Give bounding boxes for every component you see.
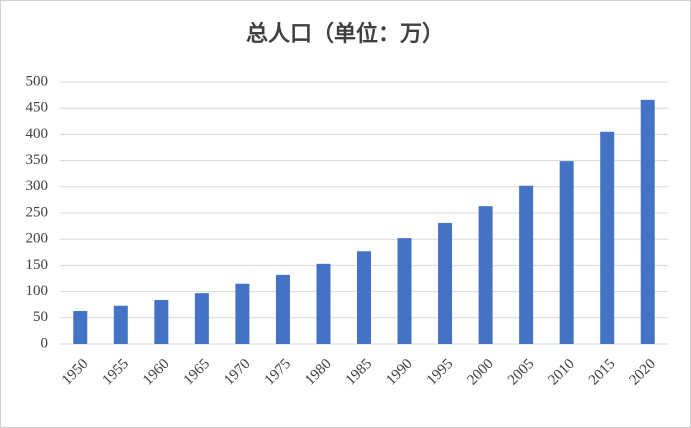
y-tick-label: 250 [26, 204, 49, 220]
y-tick-label: 500 [26, 73, 49, 89]
bar [559, 161, 574, 344]
bar [600, 131, 615, 344]
y-tick-label: 50 [33, 309, 48, 325]
chart-title: 总人口（单位：万） [246, 21, 444, 47]
y-tick-label: 400 [26, 126, 49, 142]
bar [357, 251, 371, 344]
bar [316, 263, 331, 344]
y-tick-label: 150 [26, 257, 49, 273]
y-tick-label: 200 [26, 231, 49, 247]
y-tick-label: 100 [26, 283, 49, 299]
bar [275, 274, 290, 344]
bar [397, 238, 412, 344]
bar [640, 99, 655, 344]
bar [235, 283, 250, 344]
y-tick-label: 0 [41, 335, 49, 351]
bar [113, 305, 128, 344]
y-tick-label: 300 [26, 178, 49, 194]
bar [73, 310, 88, 344]
y-tick-label: 450 [26, 100, 49, 116]
bar [194, 293, 209, 344]
y-tick-label: 350 [26, 152, 49, 168]
bar [438, 222, 453, 344]
bar [154, 299, 169, 344]
bar [519, 185, 534, 344]
bar [478, 206, 493, 344]
